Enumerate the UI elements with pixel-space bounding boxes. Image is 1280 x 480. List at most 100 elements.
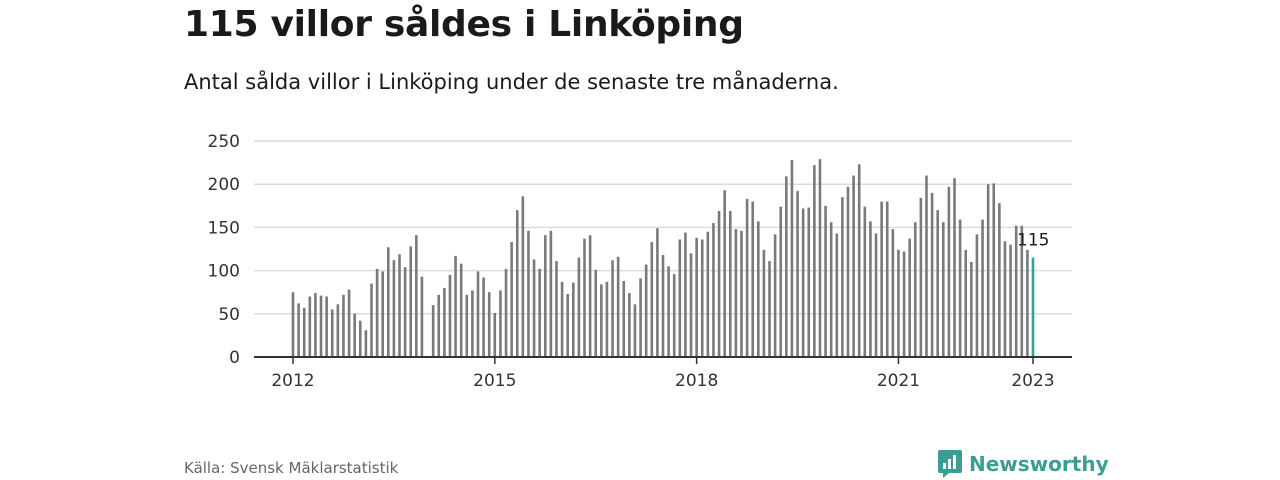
bar [689, 253, 693, 357]
bar [942, 222, 945, 357]
bar [398, 254, 401, 357]
y-tick-label: 50 [218, 305, 240, 325]
bar [970, 261, 973, 357]
bar [712, 223, 715, 357]
bar [684, 232, 687, 357]
bar [885, 201, 889, 357]
bar [319, 295, 323, 357]
bar [936, 210, 939, 357]
bar [902, 251, 906, 357]
bar [1009, 244, 1012, 357]
bar [415, 235, 418, 357]
bar [717, 210, 721, 357]
bar [504, 268, 508, 357]
bar [549, 230, 553, 357]
bar [785, 176, 788, 357]
bar [1014, 225, 1018, 357]
bar [695, 237, 698, 357]
y-tick-label: 100 [208, 262, 240, 282]
bar [981, 219, 984, 357]
bar [728, 210, 732, 357]
bar [605, 281, 609, 357]
bar [919, 198, 923, 357]
bar [628, 293, 631, 357]
bar [566, 293, 569, 357]
bar [370, 283, 373, 357]
labels: 0 50 100 150 200 250 2012 2015 2018 2021 2023 115 [208, 132, 1055, 391]
bar [515, 210, 519, 357]
bar [527, 230, 530, 357]
bar [532, 259, 536, 357]
bar [700, 239, 704, 357]
bar [667, 266, 670, 357]
bar [381, 271, 384, 357]
bar [857, 164, 861, 357]
bar [835, 233, 839, 357]
bar [330, 309, 334, 357]
bar [611, 260, 614, 357]
bar [958, 219, 962, 357]
bar [672, 274, 676, 357]
bar [796, 191, 799, 357]
bar-highlight [1031, 257, 1035, 357]
bar [459, 263, 463, 357]
bar [790, 160, 794, 357]
bar [824, 205, 827, 357]
bar [364, 330, 368, 357]
bar [762, 249, 766, 357]
bar [751, 201, 754, 357]
bar [302, 307, 306, 357]
bar [499, 290, 502, 357]
x-tick-label: 2021 [877, 371, 920, 391]
bar [616, 256, 620, 357]
bar [577, 257, 581, 357]
page-subtitle: Antal sålda villor i Linköping under de … [184, 70, 839, 94]
bar [510, 242, 513, 357]
bar [555, 261, 558, 357]
bar [375, 268, 379, 357]
bar [863, 206, 867, 357]
bar [448, 274, 452, 357]
bar [476, 271, 480, 357]
bar [482, 277, 485, 357]
bar [325, 296, 328, 357]
bar [706, 231, 710, 357]
y-tick-label: 150 [208, 218, 240, 238]
bar [622, 280, 626, 357]
newsworthy-brand[interactable]: Newsworthy [937, 449, 1109, 479]
x-tick-label: 2012 [271, 371, 314, 391]
source-note: Källa: Svensk Mäklarstatistik [184, 459, 399, 477]
bar [291, 292, 295, 357]
bar [403, 267, 407, 357]
bar [409, 246, 413, 357]
bar [925, 175, 928, 357]
y-tick-label: 200 [208, 175, 240, 195]
bar [779, 206, 783, 357]
bar [465, 294, 469, 357]
bar [650, 242, 654, 357]
bar [633, 304, 637, 357]
bar [852, 175, 855, 357]
newsworthy-logo-icon [938, 450, 962, 478]
bar [543, 235, 547, 357]
bar [353, 313, 356, 357]
bar [560, 281, 564, 357]
bar [992, 183, 996, 357]
bar [813, 165, 816, 357]
bar [841, 197, 844, 357]
bar [572, 282, 575, 357]
bar [342, 294, 345, 357]
bar [829, 222, 833, 357]
bar [723, 190, 726, 357]
bar [874, 233, 878, 357]
bar [314, 293, 317, 357]
bar [986, 184, 990, 357]
bar [437, 294, 441, 357]
bar [975, 234, 979, 357]
bar [897, 249, 900, 357]
bar [644, 264, 648, 357]
bar [1020, 225, 1024, 357]
bar [588, 235, 592, 357]
bar [471, 290, 474, 357]
